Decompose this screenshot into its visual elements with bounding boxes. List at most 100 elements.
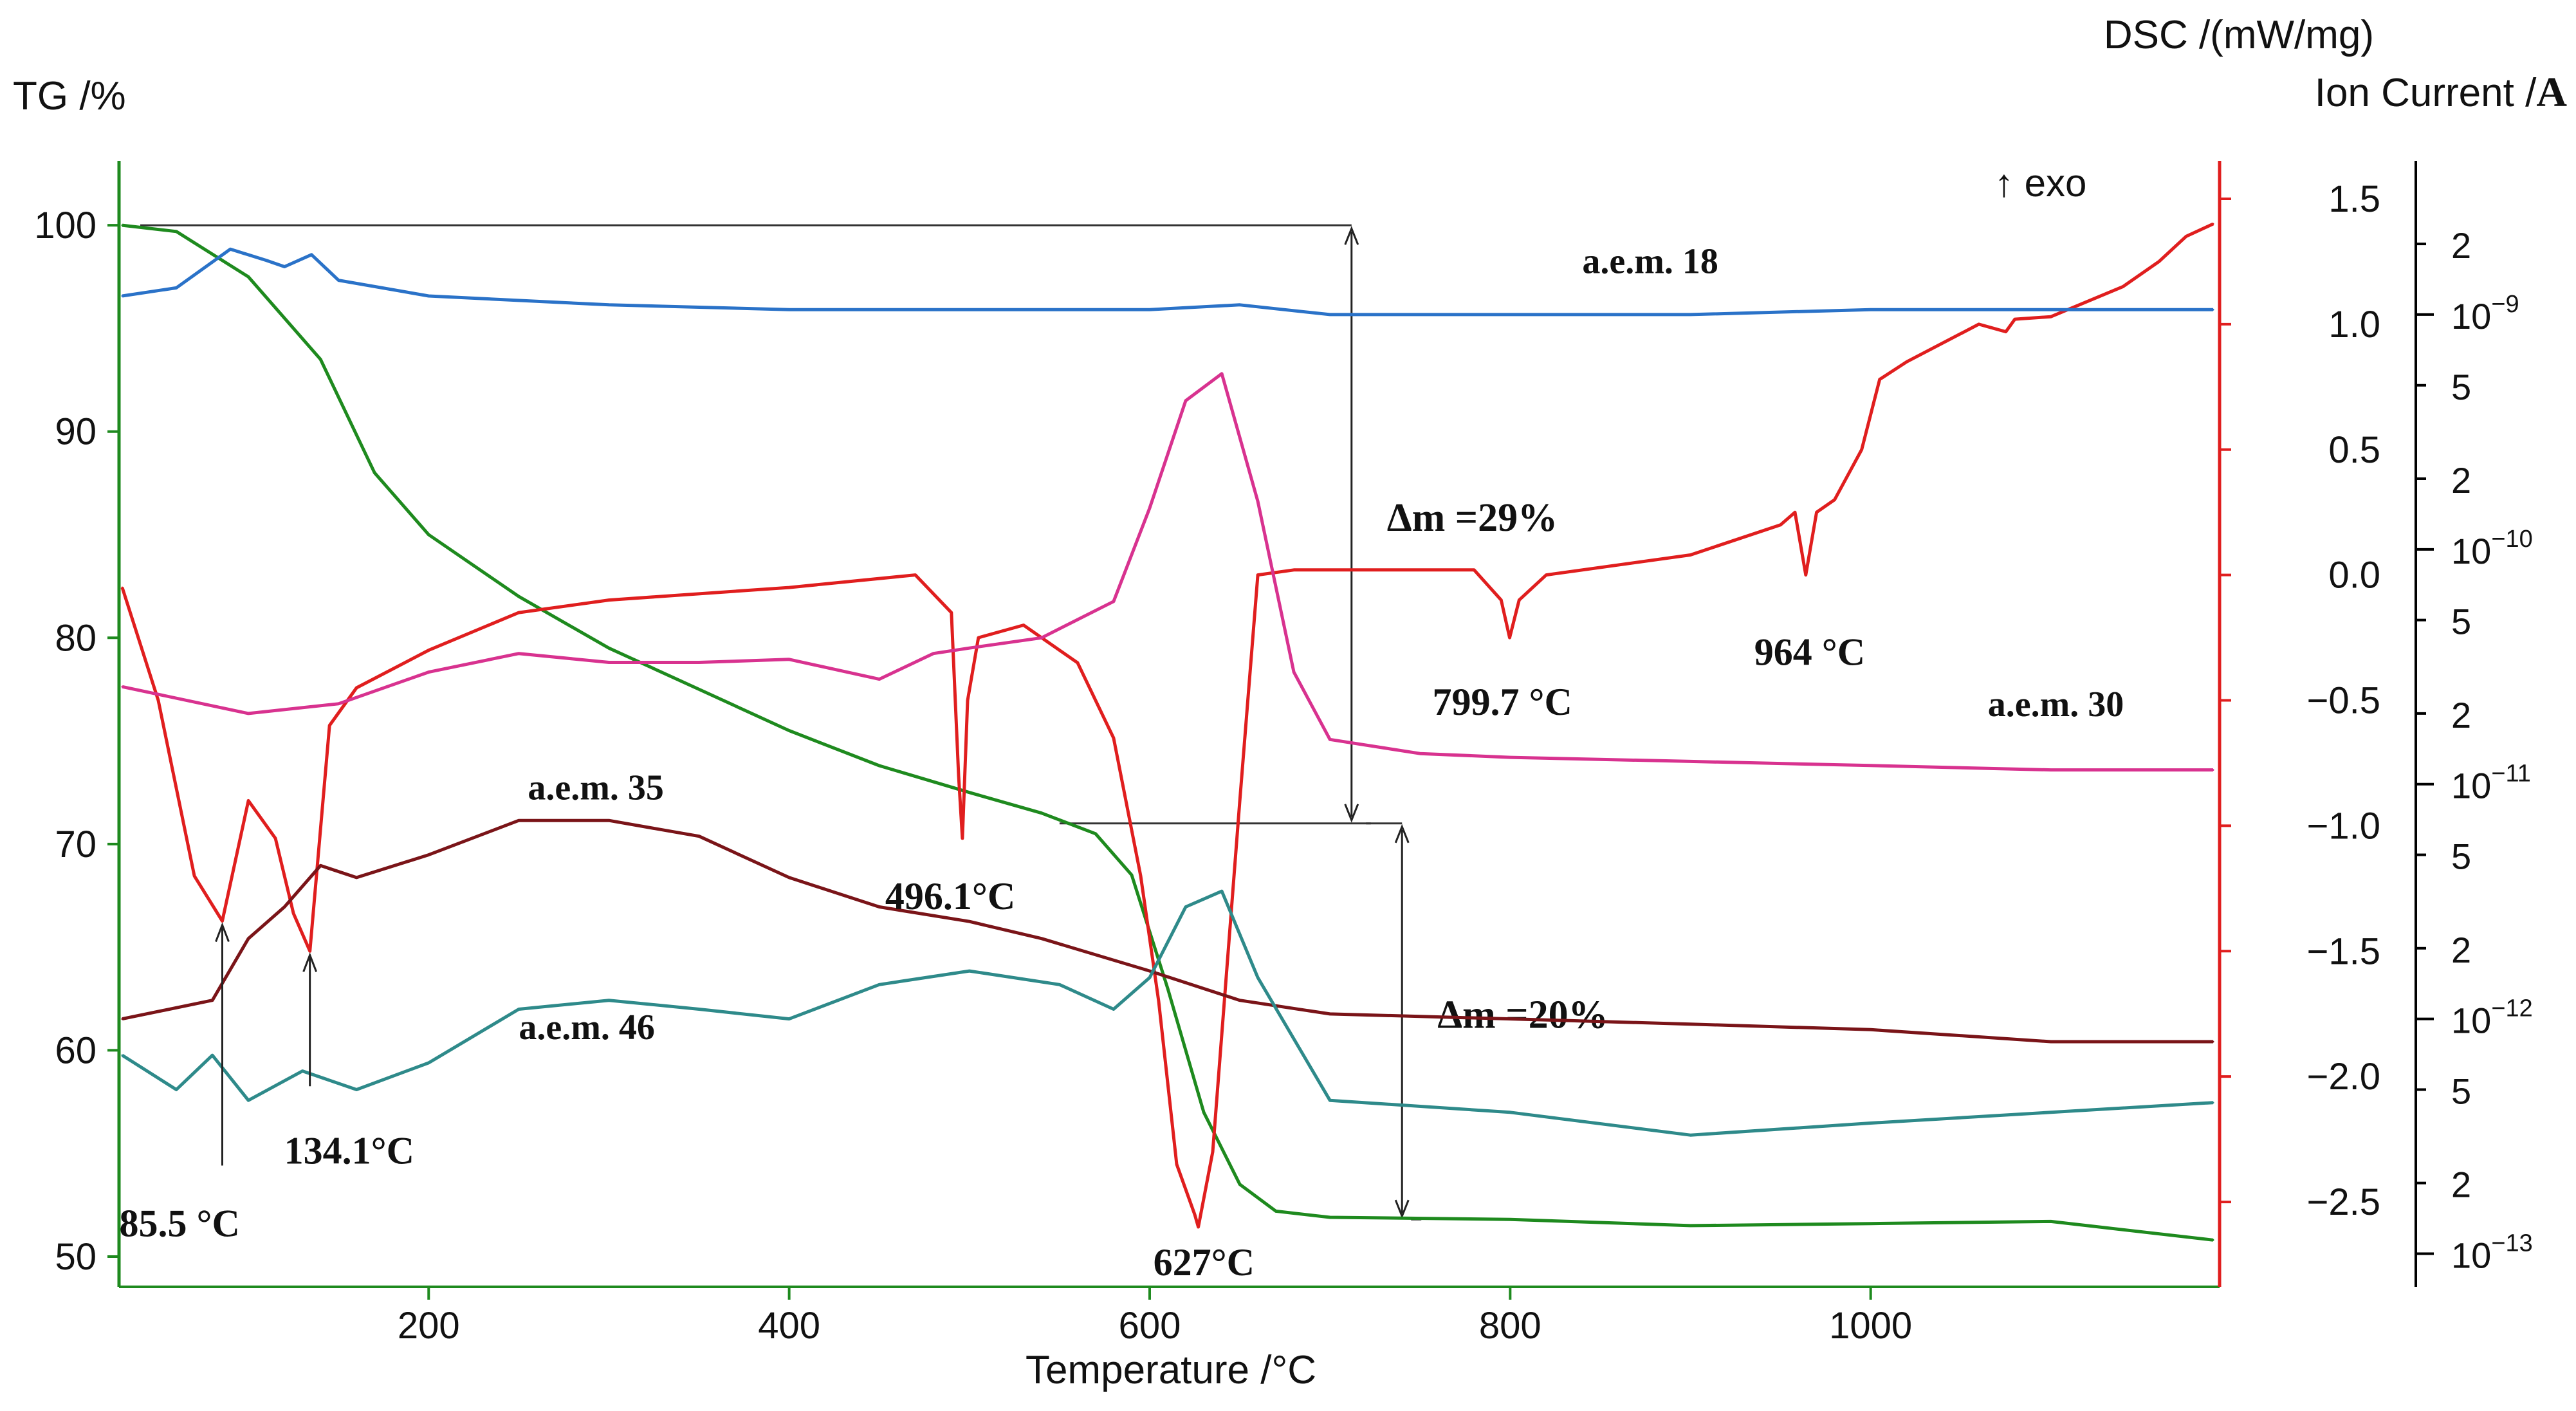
data-point [607,819,610,822]
ion-tick-label: 2 [2451,695,2471,735]
data-point [1689,313,1691,316]
mass-loss-arrowhead [1394,824,1410,844]
data-point [1202,1111,1205,1114]
data-point [1329,569,1331,571]
data-point [175,286,178,289]
data-point [1256,574,1259,576]
data-point [607,661,610,664]
data-point [355,687,358,689]
data-point [1293,569,1295,571]
data-point [121,586,124,589]
dsc-tick-label: −1.5 [2307,930,2381,972]
data-point [175,230,178,233]
data-point [968,791,971,794]
ion-tick-label: 2 [2451,1165,2471,1205]
data-point [607,647,610,649]
data-point [1058,983,1061,986]
data-point [698,835,701,838]
data-point [1130,874,1133,876]
data-point [1040,937,1043,940]
data-point [1870,1028,1872,1031]
data-point [788,1018,791,1020]
data-point [957,774,960,777]
x-tick-label: 200 [398,1305,460,1347]
series-label: a.e.m. 35 [528,768,664,808]
data-point [698,1008,701,1011]
tg-tick-label: 100 [34,205,97,246]
series-label: a.e.m. 30 [1988,685,2124,724]
data-point [1689,760,1691,762]
data-point [1238,1183,1241,1186]
data-point [274,837,277,840]
data-point [1816,511,1818,513]
peak-label: 627°C [1154,1241,1255,1284]
dsc-tick-label: −2.0 [2307,1056,2381,1098]
peak-label: 85.5 °C [119,1203,239,1245]
ion-axis-title: Ion Current /A [2315,69,2568,116]
data-point [1329,738,1331,741]
data-point [2212,223,2214,225]
data-point [1197,1226,1200,1228]
data-point [1329,313,1331,316]
data-point [1419,752,1421,755]
data-point [1508,636,1511,639]
peak-label: 799.7 °C [1432,681,1572,723]
data-point [914,574,917,576]
data-point [950,611,953,614]
data-point [788,730,791,732]
mass-loss-arrowhead [1394,1199,1410,1219]
data-point [337,279,340,282]
data-point [2185,235,2187,237]
data-point [1148,507,1151,510]
data-point [878,764,881,767]
data-point [1238,799,1241,802]
data-point [1879,378,1881,381]
data-point [1112,737,1115,739]
data-point [878,906,881,908]
data-point [517,819,520,822]
data-point [961,837,964,840]
data-point [788,586,791,589]
tg-tick-label: 70 [55,824,97,865]
data-point [1094,833,1097,835]
data-point [1040,636,1043,639]
data-point [355,876,358,879]
data-point [607,999,610,1002]
tg-tick-label: 50 [55,1236,97,1278]
dsc-tick-label: −0.5 [2307,680,2381,722]
peak-arrowhead [215,922,230,943]
ion-tick-label: 5 [2451,367,2471,407]
data-point [2212,308,2214,311]
x-tick-label: 1000 [1829,1305,1912,1347]
data-point [2050,1111,2052,1114]
data-point [1834,499,1836,501]
data-point [788,876,791,879]
mass-loss-arrowhead [1344,226,1359,245]
data-point [932,652,935,655]
data-point [517,611,520,614]
data-point [788,308,791,311]
data-point [1148,308,1151,311]
data-point [211,1054,214,1056]
tg-axis-title: TG /% [13,74,126,118]
data-point [427,1062,430,1064]
data-point [1193,1213,1196,1216]
data-point [309,950,311,952]
data-point [1509,1218,1511,1221]
data-point [121,1018,124,1020]
mass-loss-label: Δm =29% [1387,496,1558,540]
ion-tick-label: 5 [2451,602,2471,642]
data-point [373,472,376,474]
data-point [1689,1134,1691,1136]
dsc-axis-title: DSC /(mW/mg) [2104,13,2374,57]
x-tick-label: 600 [1119,1305,1181,1347]
data-point [517,652,520,655]
data-point [1870,764,1872,767]
data-point [977,636,980,639]
dsc-tick-label: 1.5 [2328,178,2380,220]
data-point [121,224,124,226]
data-point [878,983,881,986]
data-point [2050,315,2052,318]
tg-tick-label: 90 [55,411,97,453]
